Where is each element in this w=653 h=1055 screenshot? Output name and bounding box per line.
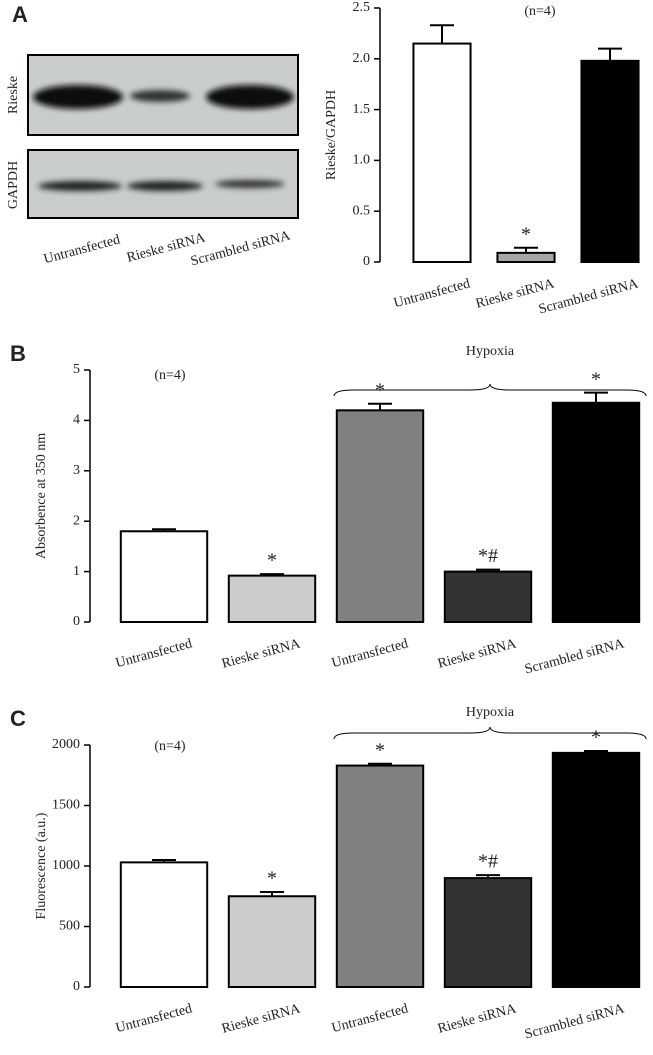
y-tick-label: 0.5 — [353, 203, 371, 218]
annotation: Hypoxia — [466, 344, 515, 359]
annotation: (n=4) — [154, 739, 186, 754]
x-tick-label: Rieske siRNA — [436, 1001, 518, 1037]
y-tick-label: 2000 — [52, 737, 80, 752]
bar — [580, 59, 640, 263]
blot-lane-label: Untransfected — [42, 232, 122, 267]
bar — [496, 251, 556, 264]
blot-bands — [33, 85, 294, 191]
bar — [335, 409, 425, 623]
bar — [551, 751, 641, 988]
x-tick-label: Untransfected — [114, 636, 194, 671]
panel-label: A — [12, 2, 28, 27]
y-tick-label: 0 — [363, 254, 370, 269]
significance-marker: * — [521, 223, 531, 245]
x-tick-label: Rieske siRNA — [220, 636, 302, 672]
x-tick-label: Untransfected — [114, 1001, 194, 1036]
hypoxia-brace — [333, 726, 647, 740]
significance-marker: * — [267, 550, 277, 572]
y-tick-label: 500 — [59, 919, 80, 934]
y-tick-label: 1.5 — [353, 102, 371, 117]
y-tick-label: 1 — [73, 564, 80, 579]
x-tick-label: Untransfected — [392, 276, 472, 311]
panel-label: B — [10, 341, 26, 366]
y-tick-label: 4 — [73, 413, 80, 428]
y-tick-label: 0 — [73, 614, 80, 629]
x-tick-label: Rieske siRNA — [436, 636, 518, 672]
significance-marker: * — [375, 379, 385, 401]
x-tick-label: Scrambled siRNA — [523, 1001, 627, 1042]
bar — [443, 877, 533, 988]
x-tick-label: Untransfected — [330, 1001, 410, 1036]
y-tick-label: 1.0 — [353, 153, 371, 168]
hypoxia-brace — [333, 383, 647, 397]
significance-marker: *# — [478, 851, 498, 873]
annotation: (n=4) — [524, 4, 556, 19]
bar — [551, 401, 641, 624]
bar — [227, 895, 317, 988]
annotation: (n=4) — [154, 368, 186, 383]
significance-marker: * — [267, 868, 277, 890]
y-tick-label: 1500 — [52, 798, 80, 813]
y-axis-label: Absorbence at 350 nm — [34, 433, 49, 559]
x-tick-label: Rieske siRNA — [220, 1001, 302, 1037]
blot-lane-label: Scrambled siRNA — [189, 228, 293, 269]
significance-marker: * — [591, 727, 601, 749]
y-tick-label: 0 — [73, 979, 80, 994]
y-tick-label: 1000 — [52, 858, 80, 873]
blot-row-label: Rieske — [6, 76, 21, 114]
y-tick-label: 2 — [73, 513, 80, 528]
y-axis-label: Fluorescence (a.u.) — [34, 812, 49, 919]
significance-marker: * — [375, 739, 385, 761]
bar — [412, 42, 472, 264]
significance-marker: * — [591, 368, 601, 390]
bar — [227, 574, 317, 624]
bar — [119, 530, 209, 624]
annotation: Hypoxia — [466, 705, 515, 720]
y-axis-label: Rieske/GAPDH — [324, 90, 339, 180]
bar — [119, 861, 209, 988]
y-tick-label: 3 — [73, 463, 80, 478]
bar — [335, 764, 425, 988]
panel-label: C — [10, 706, 26, 731]
y-tick-label: 2.5 — [353, 0, 371, 15]
x-tick-label: Scrambled siRNA — [523, 636, 627, 677]
y-tick-label: 5 — [73, 362, 80, 377]
y-tick-label: 2.0 — [353, 51, 371, 66]
blot-row-label: GAPDH — [6, 161, 21, 209]
bar — [443, 570, 533, 623]
x-tick-label: Untransfected — [330, 636, 410, 671]
significance-marker: *# — [478, 545, 498, 567]
